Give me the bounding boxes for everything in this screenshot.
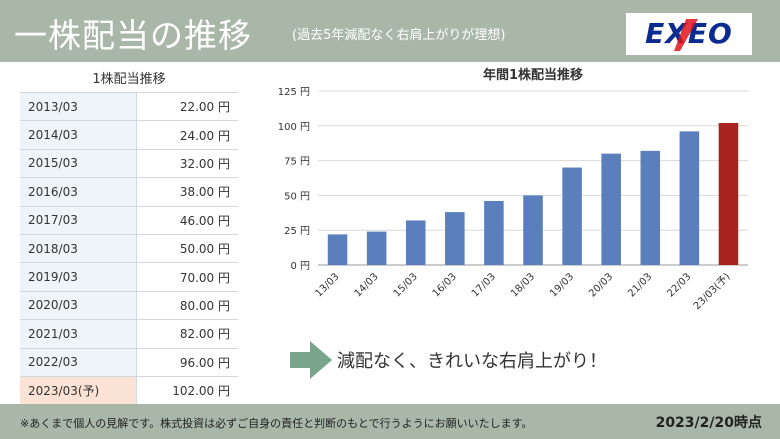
table-row: 2015/03 32.00 円 [20,148,238,179]
footer-bar: ※あくまで個人の見解です。株式投資は必ずご自身の責任と判断のもとで行うようにお願… [0,404,780,439]
y-tick-label: 50 円 [284,191,310,202]
dividend-table: 2013/03 22.00 円 2014/03 24.00 円 2015/03 32.00… [20,91,238,406]
table-row: 2016/03 38.00 円 [20,177,238,207]
table-amount-cell: 22.00 円 [136,91,238,122]
x-tick-label: 23/03(予) [691,271,733,313]
bar [484,200,504,265]
y-tick-label: 25 円 [284,226,310,237]
dividend-table-title: 1株配当推移 [92,72,166,87]
header-banner: 一株配当の推移 (過去5年減配なく右肩上がりが理想) EXEO [0,0,780,62]
as-of-date: 2023/2/20時点 [655,415,762,431]
x-tick-label: 18/03 [509,271,537,299]
page-title: 一株配当の推移 [14,16,252,55]
table-year-cell: 2019/03 [20,262,137,292]
table-amount-cell: 96.00 円 [136,347,238,377]
x-tick-label: 22/03 [665,271,693,299]
x-tick-label: 16/03 [431,271,459,299]
x-tick-label: 21/03 [626,271,654,299]
bar [366,231,387,265]
dividend-table-section: 1株配当推移 2013/03 22.00 円 2014/03 24.00 円 2015/… [20,68,238,406]
y-tick-label: 0 円 [290,261,310,272]
table-year-cell: 2017/03 [20,205,137,235]
table-year-cell: 2013/03 [20,91,137,122]
x-tick-label: 15/03 [392,271,420,299]
table-row: 2018/03 50.00 円 [20,233,238,264]
table-row: 2020/03 80.00 円 [20,290,238,321]
bar [405,220,426,265]
table-amount-cell: 50.00 円 [136,233,238,264]
bar [523,195,543,265]
y-tick-label: 75 円 [284,157,310,168]
y-tick-label: 125 円 [278,87,310,98]
bar [601,153,621,265]
table-year-cell: 2020/03 [20,290,137,321]
table-amount-cell: 24.00 円 [136,120,238,150]
table-amount-cell: 46.00 円 [136,205,238,235]
x-tick-label: 13/03 [314,271,342,299]
company-logo: EXEO [626,13,752,55]
table-amount-cell: 82.00 円 [136,319,238,349]
x-tick-label: 19/03 [548,271,576,299]
slogan-text: 減配なく、きれいな右肩上がり！ [337,351,607,372]
table-row: 2013/03 22.00 円 [20,91,238,122]
chart-title: 年間1株配当推移 [483,67,583,83]
table-year-cell: 2016/03 [20,177,137,207]
table-row: 2022/03 96.00 円 [20,347,238,377]
table-row: 2017/03 46.00 円 [20,205,238,235]
table-row: 2023/03(予) 102.00 円 [20,375,238,406]
y-tick-label: 100 円 [278,122,310,133]
logo-slash-mark [674,19,698,51]
bar [327,234,348,265]
arrow-right-icon [290,341,332,379]
x-tick-label: 20/03 [587,271,615,299]
bar [640,150,661,265]
x-tick-label: 14/03 [353,271,381,299]
disclaimer-text: ※あくまで個人の見解です。株式投資は必ずご自身の責任と判断のもとで行うようにお願… [20,417,533,430]
table-year-cell: 2014/03 [20,120,137,150]
table-amount-cell: 38.00 円 [136,177,238,207]
table-amount-cell: 70.00 円 [136,262,238,292]
table-row: 2021/03 82.00 円 [20,319,238,349]
page-subtitle: (過去5年減配なく右肩上がりが理想) [292,28,506,43]
table-year-cell: 2023/03(予) [20,375,137,406]
table-year-cell: 2021/03 [20,319,137,349]
table-year-cell: 2015/03 [20,148,137,179]
table-year-cell: 2018/03 [20,233,137,264]
bar [679,131,700,265]
table-amount-cell: 32.00 円 [136,148,238,179]
dividend-bar-chart: 年間1株配当推移 0 円 25 円 50 円 75 円 100 円 125 円 13/03 14… [278,67,748,313]
bar [445,212,465,265]
bar [562,167,582,265]
table-year-cell: 2022/03 [20,347,137,377]
table-amount-cell: 102.00 円 [136,375,238,406]
bar [718,123,739,266]
x-tick-label: 17/03 [470,271,498,299]
table-row: 2019/03 70.00 円 [20,262,238,292]
table-amount-cell: 80.00 円 [136,290,238,321]
table-row: 2014/03 24.00 円 [20,120,238,150]
